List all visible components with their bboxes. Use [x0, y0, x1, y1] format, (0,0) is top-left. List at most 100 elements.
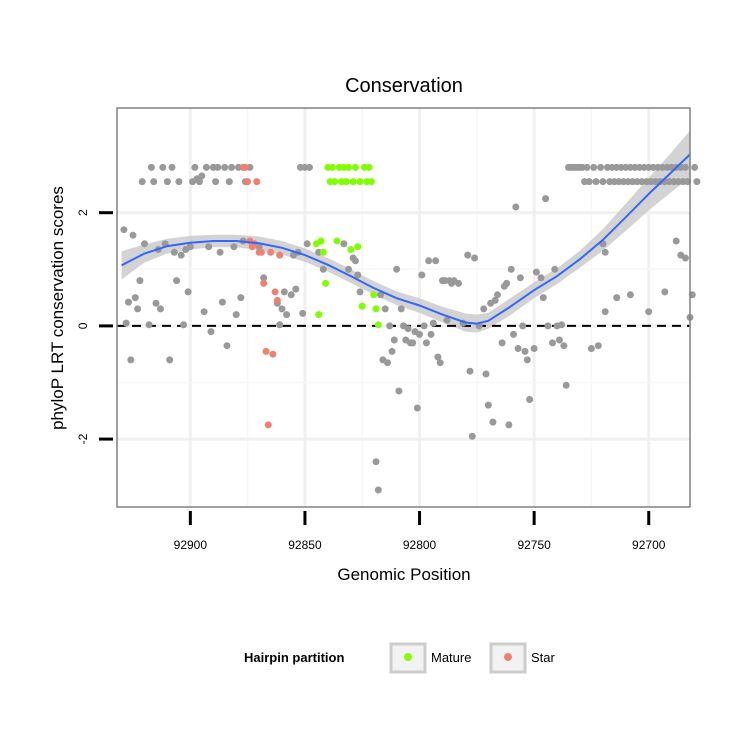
point-other-75	[351, 257, 359, 265]
point-mature-13	[342, 178, 350, 186]
point-other-76	[354, 271, 362, 279]
point-other-22	[173, 277, 181, 285]
point-other-2	[125, 298, 132, 306]
point-other-211	[661, 288, 669, 296]
point-mature-23	[365, 163, 373, 171]
point-other-80	[377, 291, 385, 299]
point-other-129	[503, 279, 511, 287]
point-star-10	[262, 347, 270, 355]
point-other-50	[237, 294, 245, 302]
point-other-82	[381, 305, 389, 313]
point-mature-26	[372, 305, 380, 313]
plot-panel-border	[116, 107, 691, 508]
point-mature-15	[347, 246, 355, 253]
point-other-217	[691, 163, 699, 171]
point-other-46	[228, 163, 236, 171]
point-other-149	[555, 336, 563, 344]
point-other-207	[601, 248, 609, 256]
point-other-120	[480, 305, 488, 313]
point-other-87	[393, 265, 401, 273]
point-other-130	[505, 421, 513, 429]
point-other-142	[537, 274, 545, 282]
x-axis: 92900 92850 92800 92750 92700	[174, 511, 666, 552]
x-tick-label-0: 92900	[174, 538, 208, 552]
point-star-8	[257, 248, 265, 256]
point-mature-17	[351, 163, 359, 171]
point-other-209	[626, 291, 634, 299]
point-mature-9	[333, 237, 341, 245]
point-other-99	[420, 322, 428, 330]
point-other-126	[494, 291, 501, 299]
point-other-3	[127, 356, 135, 364]
point-other-214	[681, 254, 689, 262]
point-other-20	[168, 163, 176, 171]
point-other-7	[136, 277, 144, 285]
point-other-8	[138, 178, 146, 186]
point-mature-1	[315, 311, 323, 319]
x-tick-label-3: 92750	[517, 538, 551, 552]
y-tick-label-2: 2	[76, 209, 90, 216]
data-points	[120, 163, 701, 494]
point-other-32	[196, 178, 203, 186]
point-other-37	[207, 328, 215, 336]
point-other-103	[429, 319, 437, 327]
x-tick-label-4: 92700	[632, 538, 666, 552]
point-other-86	[390, 336, 398, 344]
point-other-34	[200, 308, 208, 316]
point-other-140	[530, 345, 538, 352]
point-other-36	[205, 243, 213, 251]
point-other-94	[409, 339, 417, 347]
point-other-124	[489, 418, 497, 426]
point-other-59	[280, 288, 288, 296]
point-other-11	[147, 163, 155, 171]
point-other-117	[468, 432, 476, 440]
point-mature-14	[345, 163, 352, 171]
legend-label-mature: Mature	[431, 650, 471, 665]
point-other-132	[510, 330, 517, 338]
point-other-83	[384, 359, 391, 367]
point-other-84	[386, 322, 394, 330]
point-mature-25	[370, 291, 378, 299]
point-star-13	[269, 350, 277, 358]
point-other-19	[166, 356, 174, 364]
point-other-60	[283, 311, 291, 319]
point-other-89	[397, 305, 405, 313]
y-tick-label-1: 0	[76, 322, 90, 329]
point-other-212	[672, 237, 680, 245]
point-other-146	[549, 339, 556, 347]
point-other-134	[514, 345, 522, 352]
point-mature-8	[331, 178, 339, 186]
point-star-6	[253, 178, 261, 186]
legend-swatch-mature	[404, 653, 412, 661]
point-mature-16	[349, 178, 357, 186]
y-tick-label-0: -2	[76, 433, 90, 444]
legend-title: Hairpin partition	[244, 650, 344, 665]
point-other-165	[592, 178, 600, 186]
point-other-23	[175, 178, 183, 186]
point-other-42	[218, 298, 226, 306]
point-other-138	[523, 356, 531, 364]
point-other-150	[558, 321, 566, 329]
point-other-69	[306, 163, 313, 171]
point-other-9	[141, 240, 148, 248]
point-other-145	[544, 322, 552, 330]
legend-swatch-star	[504, 653, 512, 661]
point-other-12	[150, 178, 158, 186]
smooth-line	[121, 153, 691, 325]
point-other-218	[693, 178, 701, 186]
point-other-18	[163, 178, 171, 186]
point-other-35	[202, 163, 210, 171]
legend-label-star: Star	[531, 650, 556, 665]
point-other-98	[418, 271, 426, 279]
point-other-16	[159, 163, 167, 171]
point-other-166	[594, 342, 602, 350]
x-tick-label-1: 92850	[288, 538, 322, 552]
point-other-115	[464, 251, 472, 259]
point-other-30	[191, 163, 199, 171]
point-other-109	[443, 316, 451, 324]
point-other-39	[212, 178, 220, 186]
point-other-104	[432, 257, 440, 265]
point-other-61	[287, 291, 295, 299]
point-other-106	[436, 359, 444, 367]
